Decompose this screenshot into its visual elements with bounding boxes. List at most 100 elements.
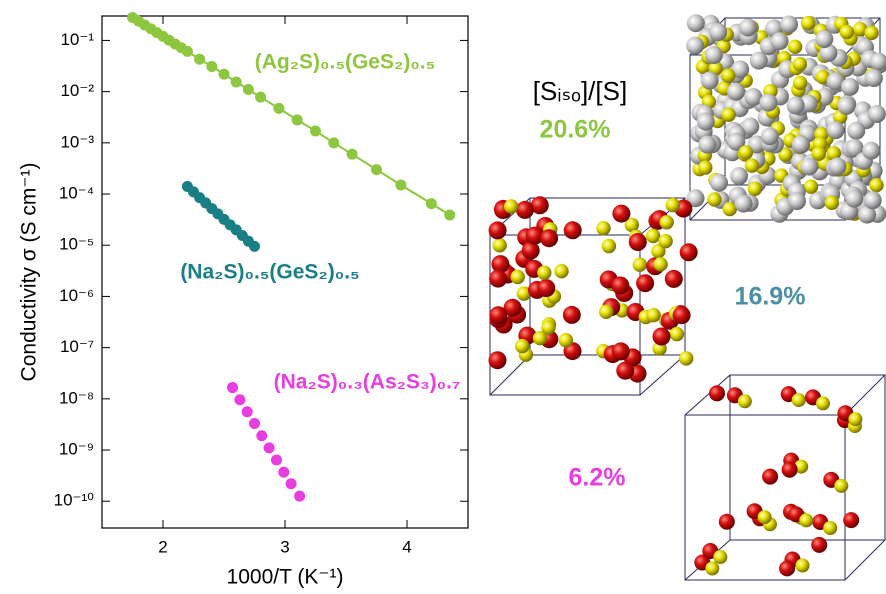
data-point: [270, 454, 282, 466]
atom: [781, 461, 798, 478]
data-point: [273, 102, 285, 114]
atom: [819, 43, 838, 62]
atom: [780, 15, 798, 34]
data-point: [328, 137, 340, 149]
atom: [698, 160, 713, 175]
atom: [659, 215, 674, 230]
atom: [646, 308, 661, 323]
atom: [837, 96, 856, 115]
atom: [652, 327, 671, 346]
atom: [795, 558, 810, 573]
atom: [744, 88, 763, 107]
atom: [858, 205, 877, 224]
atom: [611, 276, 630, 295]
atom: [705, 561, 720, 576]
atom: [853, 22, 868, 37]
atom: [709, 23, 728, 42]
y-tick-label: 10⁻⁶: [59, 286, 94, 305]
atom: [803, 179, 819, 194]
y-tick-label: 10⁻¹⁰: [54, 491, 95, 510]
atom: [700, 71, 719, 90]
atom: [709, 385, 725, 402]
atom: [811, 146, 826, 161]
atom: [815, 69, 831, 85]
atom: [530, 196, 549, 215]
atom: [869, 52, 886, 71]
atom: [679, 243, 698, 262]
atom: [816, 396, 830, 411]
atom: [616, 361, 635, 380]
data-point: [444, 209, 456, 221]
atom: [696, 112, 715, 131]
data-point: [371, 164, 382, 176]
data-point: [230, 76, 242, 88]
annotation: 16.9%: [735, 283, 806, 311]
atom: [845, 189, 864, 208]
atom: [727, 132, 746, 151]
atom: [537, 279, 556, 298]
atom: [488, 351, 507, 370]
atom: [823, 521, 838, 535]
atom: [734, 194, 753, 213]
atom: [762, 468, 779, 485]
atom: [488, 221, 507, 240]
data-point: [218, 68, 230, 80]
data-point: [242, 84, 254, 96]
atom: [826, 72, 845, 91]
data-point: [310, 125, 321, 137]
atom: [747, 135, 766, 154]
annotation: 20.6%: [540, 116, 611, 144]
atom: [510, 269, 525, 285]
atom: [686, 14, 705, 33]
series-label: (Ag₂S)₀.₅(GeS₂)₀.₅: [255, 51, 436, 74]
atom: [845, 139, 864, 157]
data-point: [227, 382, 239, 394]
atom: [862, 141, 881, 160]
atom: [665, 197, 680, 213]
atom: [596, 221, 611, 236]
atom: [747, 181, 763, 196]
data-point: [294, 490, 306, 502]
atom: [801, 15, 816, 31]
atom: [718, 513, 735, 530]
atom: [787, 39, 803, 54]
plot: 10⁻¹ 10⁻² 10⁻³ 10⁻⁴ 10⁻⁵ 10⁻⁶ 10⁻⁷ 10⁻⁸ 10⁻⁹ 10⁻¹…: [18, 12, 469, 589]
atom: [869, 178, 884, 193]
data-point: [255, 91, 267, 103]
data-point: [291, 114, 303, 126]
x-tick-label: 2: [158, 537, 167, 556]
atom: [792, 75, 808, 91]
atom: [749, 51, 768, 70]
data-point: [249, 240, 260, 252]
annotation: 6.2%: [569, 464, 626, 492]
atom: [491, 255, 510, 274]
atom: [540, 229, 559, 248]
atom: [778, 147, 793, 162]
atom: [841, 77, 859, 96]
data-point: [263, 442, 275, 454]
atom: [672, 306, 691, 325]
x-tick-label: 3: [280, 537, 289, 556]
data-point: [241, 406, 253, 418]
atom: [489, 306, 508, 325]
atom: [653, 257, 668, 272]
atom: [562, 305, 581, 324]
atom: [707, 192, 722, 207]
atom: [651, 244, 666, 259]
atom: [658, 234, 673, 249]
structure-na-as: [684, 374, 886, 581]
data-point: [206, 60, 218, 72]
atom: [792, 56, 808, 72]
data-point: [346, 148, 358, 160]
data-point: [425, 198, 437, 210]
atom: [710, 173, 728, 192]
atom: [867, 105, 886, 123]
atom: [664, 269, 683, 288]
data-point: [256, 430, 268, 442]
y-tick-label: 10⁻¹: [60, 30, 94, 49]
atom: [636, 274, 655, 293]
atom: [721, 68, 736, 83]
y-tick-label: 10⁻⁴: [59, 184, 94, 203]
